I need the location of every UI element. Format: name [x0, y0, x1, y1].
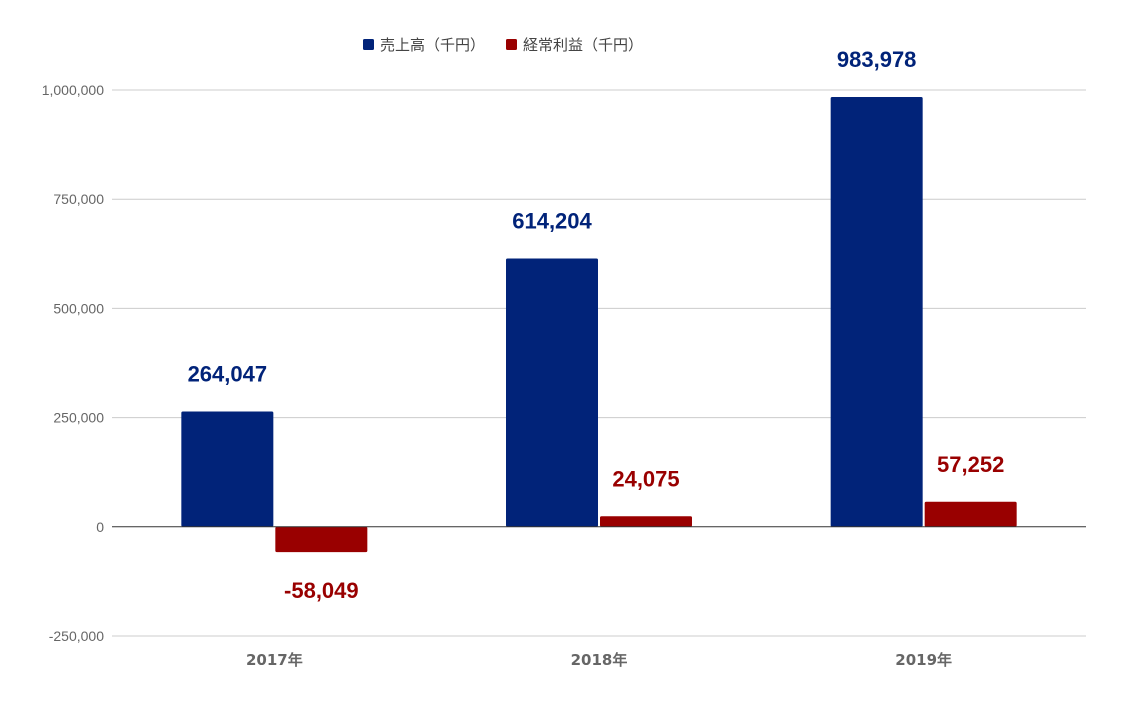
bar-sales-2018年: [506, 258, 598, 527]
bar-ordinary-profit-2019年: [924, 501, 1017, 527]
axes: -250,000 0 250,000 500,000 750,000 1,000,000 2…: [42, 82, 1086, 669]
bar-ordinary-profit-2017年: [275, 526, 368, 553]
data-label: 24,075: [612, 466, 679, 491]
grid-lines: [112, 89, 1086, 637]
bar-sales-2017年: [181, 411, 274, 527]
legend: 売上高（千円） 経常利益（千円）: [363, 36, 643, 54]
data-label: 57,252: [937, 452, 1004, 477]
y-tick-label: 750,000: [53, 191, 104, 207]
data-label: -58,049: [284, 578, 359, 603]
data-label: 983,978: [837, 47, 917, 72]
y-tick-label: 250,000: [53, 410, 104, 426]
bar-sales-2019年: [830, 96, 923, 527]
data-labels: 264,047 -58,049 614,204 24,075 983,978 57,252: [188, 47, 1005, 603]
y-tick-label: -250,000: [49, 628, 104, 644]
legend-label: 売上高（千円）: [380, 36, 485, 54]
legend-label: 経常利益（千円）: [523, 36, 643, 54]
data-label: 614,204: [512, 209, 592, 234]
legend-swatch: [506, 39, 517, 50]
legend-swatch: [363, 39, 374, 50]
data-label: 264,047: [188, 361, 268, 386]
bar-ordinary-profit-2018年: [600, 516, 692, 527]
y-tick-label: 500,000: [53, 300, 104, 316]
y-tick-label: 1,000,000: [42, 82, 104, 98]
y-tick-label: 0: [96, 519, 104, 535]
x-tick-label: 2019年: [895, 651, 952, 669]
x-tick-label: 2018年: [571, 651, 628, 669]
x-tick-label: 2017年: [246, 651, 303, 669]
bars: [181, 96, 1017, 553]
